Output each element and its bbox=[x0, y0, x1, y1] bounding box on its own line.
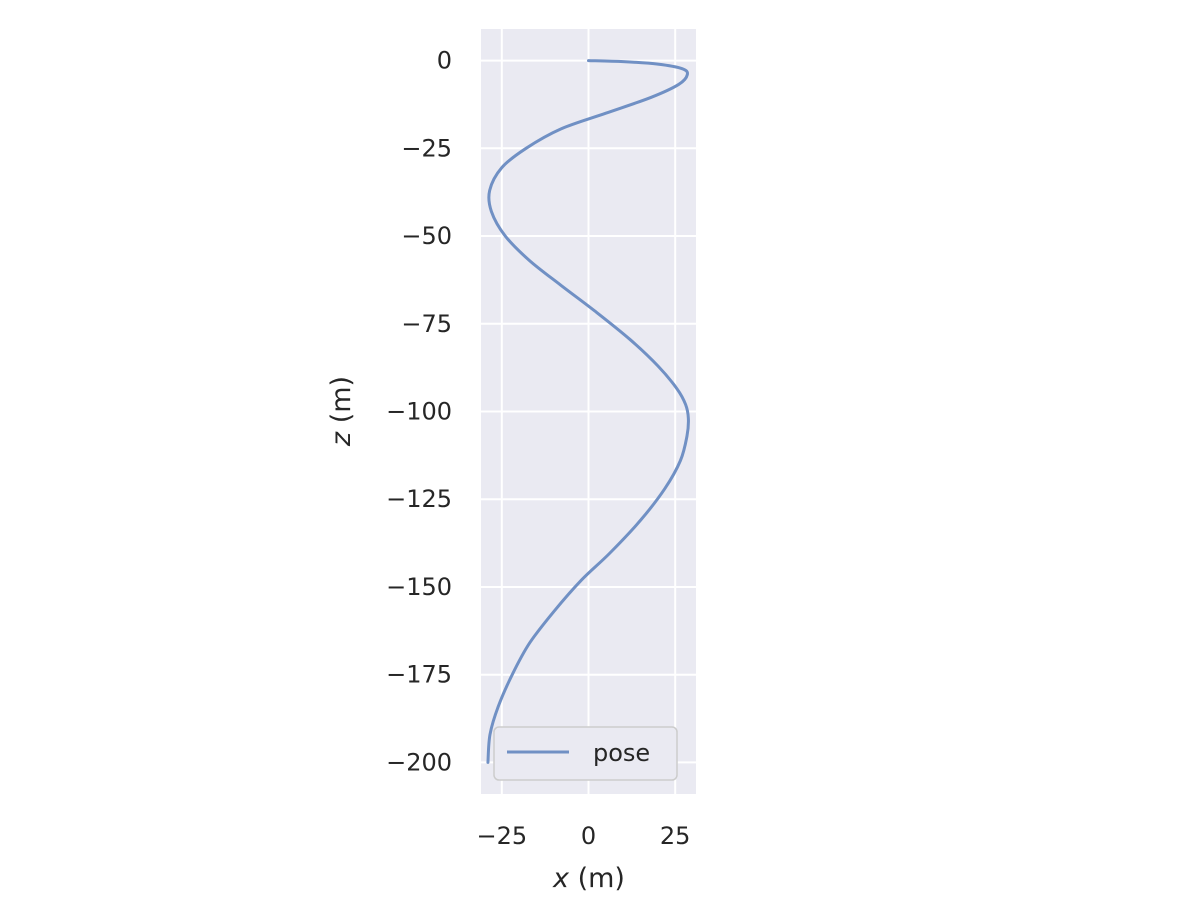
legend-box bbox=[493, 726, 678, 781]
x-axis-label: x (m) bbox=[552, 863, 625, 894]
y-tick-label: −25 bbox=[401, 134, 452, 162]
y-tick-label: −75 bbox=[401, 310, 452, 338]
y-tick-label: −150 bbox=[386, 573, 452, 601]
y-tick-label: 0 bbox=[437, 47, 452, 75]
x-tick-labels: −25 0 25 bbox=[476, 822, 690, 850]
y-tick-label: −200 bbox=[386, 748, 452, 776]
y-tick-label: −125 bbox=[386, 485, 452, 513]
y-gridlines bbox=[481, 59, 696, 764]
x-tick-label: 0 bbox=[581, 822, 596, 850]
x-tick-label: 25 bbox=[660, 822, 691, 850]
legend: pose bbox=[493, 726, 678, 781]
series-line-pose bbox=[486, 59, 690, 764]
y-tick-label: −50 bbox=[401, 222, 452, 250]
y-axis-label: z (m) bbox=[326, 376, 357, 447]
legend-label-pose: pose bbox=[593, 739, 650, 767]
y-tick-labels: 0 −25 −50 −75 −100 −125 −150 −175 −200 bbox=[386, 47, 452, 777]
y-tick-label: −175 bbox=[386, 661, 452, 689]
y-tick-label: −100 bbox=[386, 398, 452, 426]
x-tick-label: −25 bbox=[476, 822, 527, 850]
